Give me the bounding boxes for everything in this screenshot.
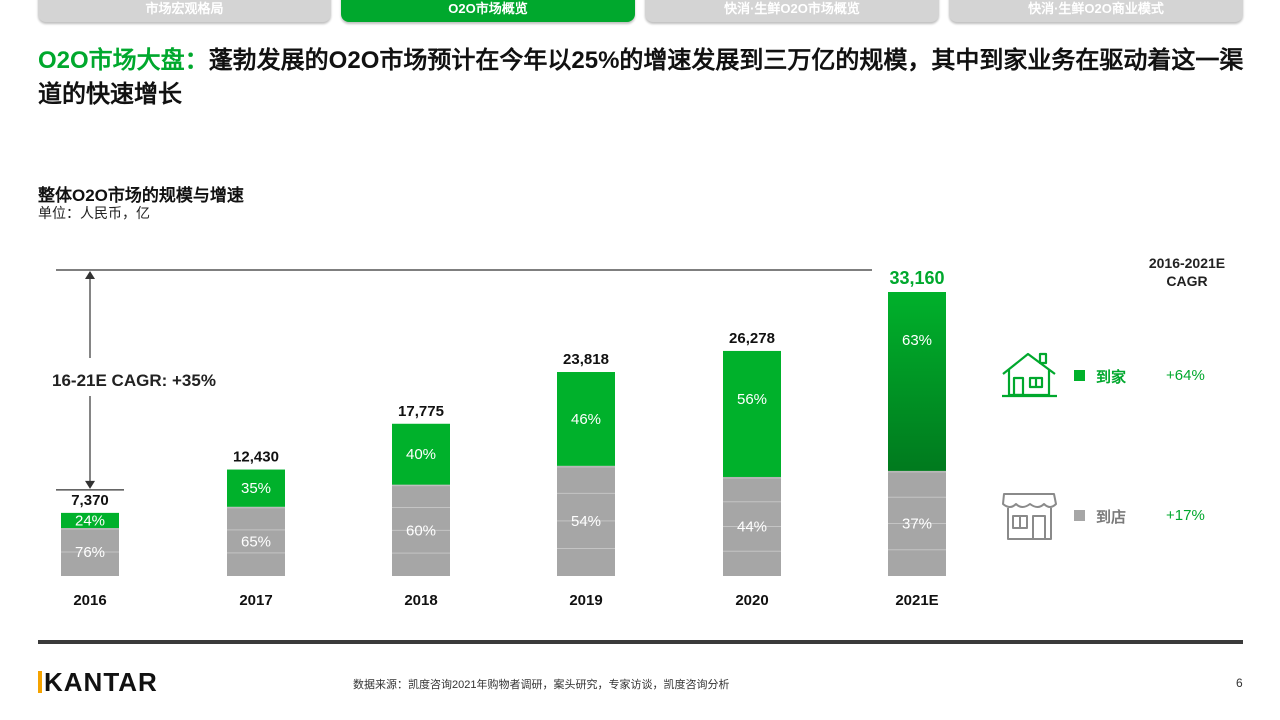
cagr-annotation: 16-21E CAGR: +35% [52, 371, 216, 390]
data-label-home-2019: 46% [571, 411, 601, 428]
data-label-store-2017: 65% [241, 533, 271, 550]
page-number: 6 [1236, 676, 1243, 690]
bar-home-2021E [888, 292, 946, 471]
legend-swatch-home [1074, 370, 1085, 381]
legend-label-home: 到家 [1096, 369, 1127, 386]
logo-text: KANTAR [44, 667, 158, 697]
bar-home-2017 [227, 469, 285, 507]
data-label-home-2021E: 63% [902, 332, 932, 349]
category-label-2020: 2020 [735, 592, 768, 609]
chart-title: 整体O2O市场的规模与增速 [38, 186, 244, 205]
legend-cagr-home: +64% [1166, 367, 1205, 384]
data-label-store-2016: 76% [75, 544, 105, 561]
tab-o2o-overview[interactable]: O2O市场概览 [341, 0, 635, 22]
data-label-home-2017: 35% [241, 480, 271, 497]
data-label-store-2021E: 37% [902, 515, 932, 532]
total-label-2019: 23,818 [563, 351, 609, 368]
legend-swatch-store [1074, 510, 1085, 521]
legend-label-store: 到店 [1096, 509, 1127, 526]
data-label-home-2020: 56% [737, 391, 767, 408]
data-label-store-2020: 44% [737, 518, 767, 535]
data-label-store-2018: 60% [406, 522, 436, 539]
legend-row-store: 到店 +17% [1000, 490, 1240, 542]
total-label-2020: 26,278 [729, 330, 775, 347]
category-label-2018: 2018 [404, 592, 437, 609]
section-tabs: 市场宏观格局 O2O市场概览 快消·生鲜O2O市场概览 快消·生鲜O2O商业模式 [38, 0, 1244, 26]
tab-fmcg-fresh-business-model[interactable]: 快消·生鲜O2O商业模式 [949, 0, 1243, 22]
data-label-home-2016: 24% [75, 512, 105, 529]
logo-mark [38, 671, 42, 693]
total-label-2017: 12,430 [233, 449, 279, 466]
cagr-arrowhead-down [85, 480, 95, 489]
category-label-2017: 2017 [239, 592, 272, 609]
category-label-2019: 2019 [569, 592, 602, 609]
category-label-2016: 2016 [73, 592, 106, 609]
total-label-2018: 17,775 [398, 403, 444, 420]
cagr-header: 2016-2021E CAGR [1148, 255, 1226, 289]
bar-home-2018 [392, 423, 450, 485]
tab-label: 快消·生鲜O2O商业模式 [1028, 1, 1164, 16]
house-icon [1002, 352, 1057, 398]
total-label-2016: 7,370 [71, 492, 109, 509]
kantar-logo: KANTAR [38, 667, 158, 698]
data-source-note: 数据来源：凯度咨询2021年购物者调研，案头研究，专家访谈，凯度咨询分析 [353, 679, 730, 691]
data-label-store-2019: 54% [571, 513, 601, 530]
chart-unit: 单位：人民币，亿 [38, 205, 150, 221]
tab-label: 快消·生鲜O2O市场概览 [724, 1, 860, 16]
category-label-2021E: 2021E [895, 592, 938, 609]
legend-cagr-store: +17% [1166, 507, 1205, 524]
data-label-home-2018: 40% [406, 446, 436, 463]
bar-store-2017 [227, 506, 285, 576]
tab-label: O2O市场概览 [448, 1, 528, 16]
page-headline: O2O市场大盘：蓬勃发展的O2O市场预计在今年以25%的增速发展到三万亿的规模，… [38, 44, 1248, 112]
bar-home-2019 [557, 372, 615, 466]
footer-divider [38, 640, 1243, 644]
tab-label: 市场宏观格局 [145, 1, 224, 16]
tab-market-macro[interactable]: 市场宏观格局 [38, 0, 331, 22]
total-label-2021E: 33,160 [889, 268, 944, 288]
tab-fmcg-fresh-overview[interactable]: 快消·生鲜O2O市场概览 [645, 0, 939, 22]
bar-home-2016 [61, 512, 119, 529]
cagr-arrowhead-up [85, 271, 95, 279]
headline-text: 蓬勃发展的O2O市场预计在今年以25%的增速发展到三万亿的规模，其中到家业务在驱… [38, 47, 1244, 108]
legend-row-home: 到家 +64% [1000, 350, 1240, 402]
bar-home-2020 [723, 350, 781, 477]
headline-highlight: O2O市场大盘： [38, 47, 209, 74]
store-icon [1002, 493, 1057, 540]
